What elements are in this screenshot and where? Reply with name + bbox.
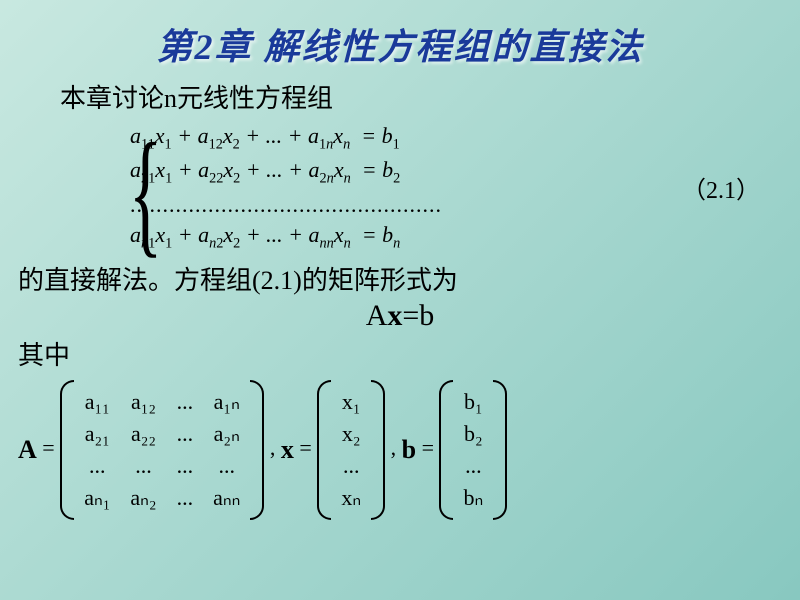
eq-sign-A: = [42, 435, 60, 460]
axb-x: x [387, 299, 402, 332]
axb-A: A [366, 299, 388, 332]
matrices-row: A = a₁₁a₁₂...a₁ₙ a₂₁a₂₂...a₂ₙ ..........… [18, 380, 800, 520]
comma-b: , [391, 435, 402, 460]
matrix-equation: Ax=b [0, 299, 800, 333]
axb-eq: = [402, 299, 419, 332]
vector-x: x₁ x₂ ... xₙ [317, 380, 385, 520]
axb-b: b [419, 299, 434, 332]
eq-sign-b: = [422, 435, 440, 460]
eq-sign-x: = [299, 435, 317, 460]
label-x: x [281, 435, 294, 465]
comma-x: , [270, 435, 281, 460]
left-brace: { [129, 123, 163, 263]
label-A: A [18, 435, 37, 465]
chapter-title: 第2章 解线性方程组的直接法 [0, 0, 800, 70]
label-b: b [402, 435, 416, 465]
where-text: 其中 [18, 335, 800, 372]
eq-line-1: a11x1 + a12x2 + ... + a1nxn = b1 [130, 123, 800, 153]
vector-b: b₁ b₂ ... bₙ [439, 380, 507, 520]
matrix-A: a₁₁a₁₂...a₁ₙ a₂₁a₂₂...a₂ₙ ............ a… [60, 380, 264, 520]
intro-text: 本章讨论n元线性方程组 [60, 78, 800, 115]
eq-line-n: an1x1 + an2x2 + ... + annxn = bn [130, 222, 800, 252]
equation-number: （2.1） [682, 170, 760, 205]
